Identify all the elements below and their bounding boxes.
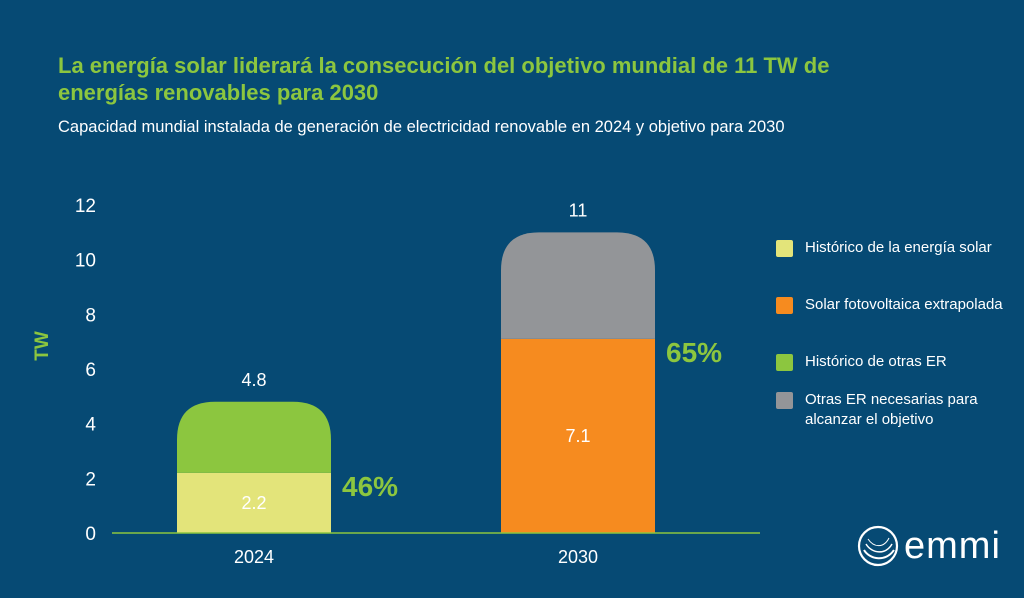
y-tick-label-6: 6 bbox=[85, 360, 96, 381]
y-axis-label: TW bbox=[32, 331, 53, 361]
y-axis-ticks: 0 2 4 6 8 10 12 bbox=[75, 196, 97, 545]
y-tick-label-10: 10 bbox=[75, 251, 96, 272]
y-tick-label-8: 8 bbox=[85, 305, 96, 326]
legend-swatch-other-needed bbox=[776, 392, 793, 409]
emmi-logo-icon bbox=[857, 525, 899, 567]
legend-label-other-needed: Otras ER necesarias para alcanzar el obj… bbox=[805, 391, 978, 428]
legend-swatch-solar-pv bbox=[776, 297, 793, 314]
emmi-logo: emmi bbox=[856, 524, 1000, 572]
bar-2030-solar-fotovoltaica-extrapolada bbox=[501, 338, 655, 533]
bar-2030-otras-er-necesarias-para-alcanzar-el-objetivo bbox=[501, 232, 655, 339]
y-tick-label-2: 2 bbox=[85, 469, 96, 490]
total-label-2024: 4.8 bbox=[241, 370, 266, 390]
legend-swatch-other-hist bbox=[776, 354, 793, 371]
legend-swatch-solar-hist bbox=[776, 240, 793, 257]
y-tick-label-0: 0 bbox=[85, 524, 96, 545]
x-tick-label-2024: 2024 bbox=[234, 547, 274, 567]
segment-label-2030: 7.1 bbox=[565, 426, 590, 446]
percentage-label-2030: 65% bbox=[666, 337, 722, 368]
legend-label-other-hist: Histórico de otras ER bbox=[805, 353, 947, 370]
bar-2024-historico-de-otras-er bbox=[177, 401, 331, 473]
y-tick-label-12: 12 bbox=[75, 196, 96, 217]
emmi-logo-text: emmi bbox=[904, 525, 1001, 567]
x-tick-label-2030: 2030 bbox=[558, 547, 598, 567]
chart-subtitle: Capacidad mundial instalada de generació… bbox=[58, 118, 785, 136]
legend-label-solar-pv: Solar fotovoltaica extrapolada bbox=[805, 296, 1003, 313]
chart-title: La energía solar liderará la consecución… bbox=[58, 53, 830, 105]
y-tick-label-4: 4 bbox=[85, 415, 96, 436]
segment-label-2024: 2.2 bbox=[241, 493, 266, 513]
x-axis-ticks: 2024 2030 bbox=[234, 547, 598, 567]
bars: 2.2 4.8 46% 7.1 11 65% bbox=[177, 200, 722, 533]
legend-label-solar-hist: Histórico de la energía solar bbox=[805, 239, 992, 256]
total-label-2030: 11 bbox=[569, 200, 588, 220]
bar-2024-historico-de-la-energia-solar bbox=[177, 472, 331, 533]
percentage-label-2024: 46% bbox=[342, 471, 398, 502]
